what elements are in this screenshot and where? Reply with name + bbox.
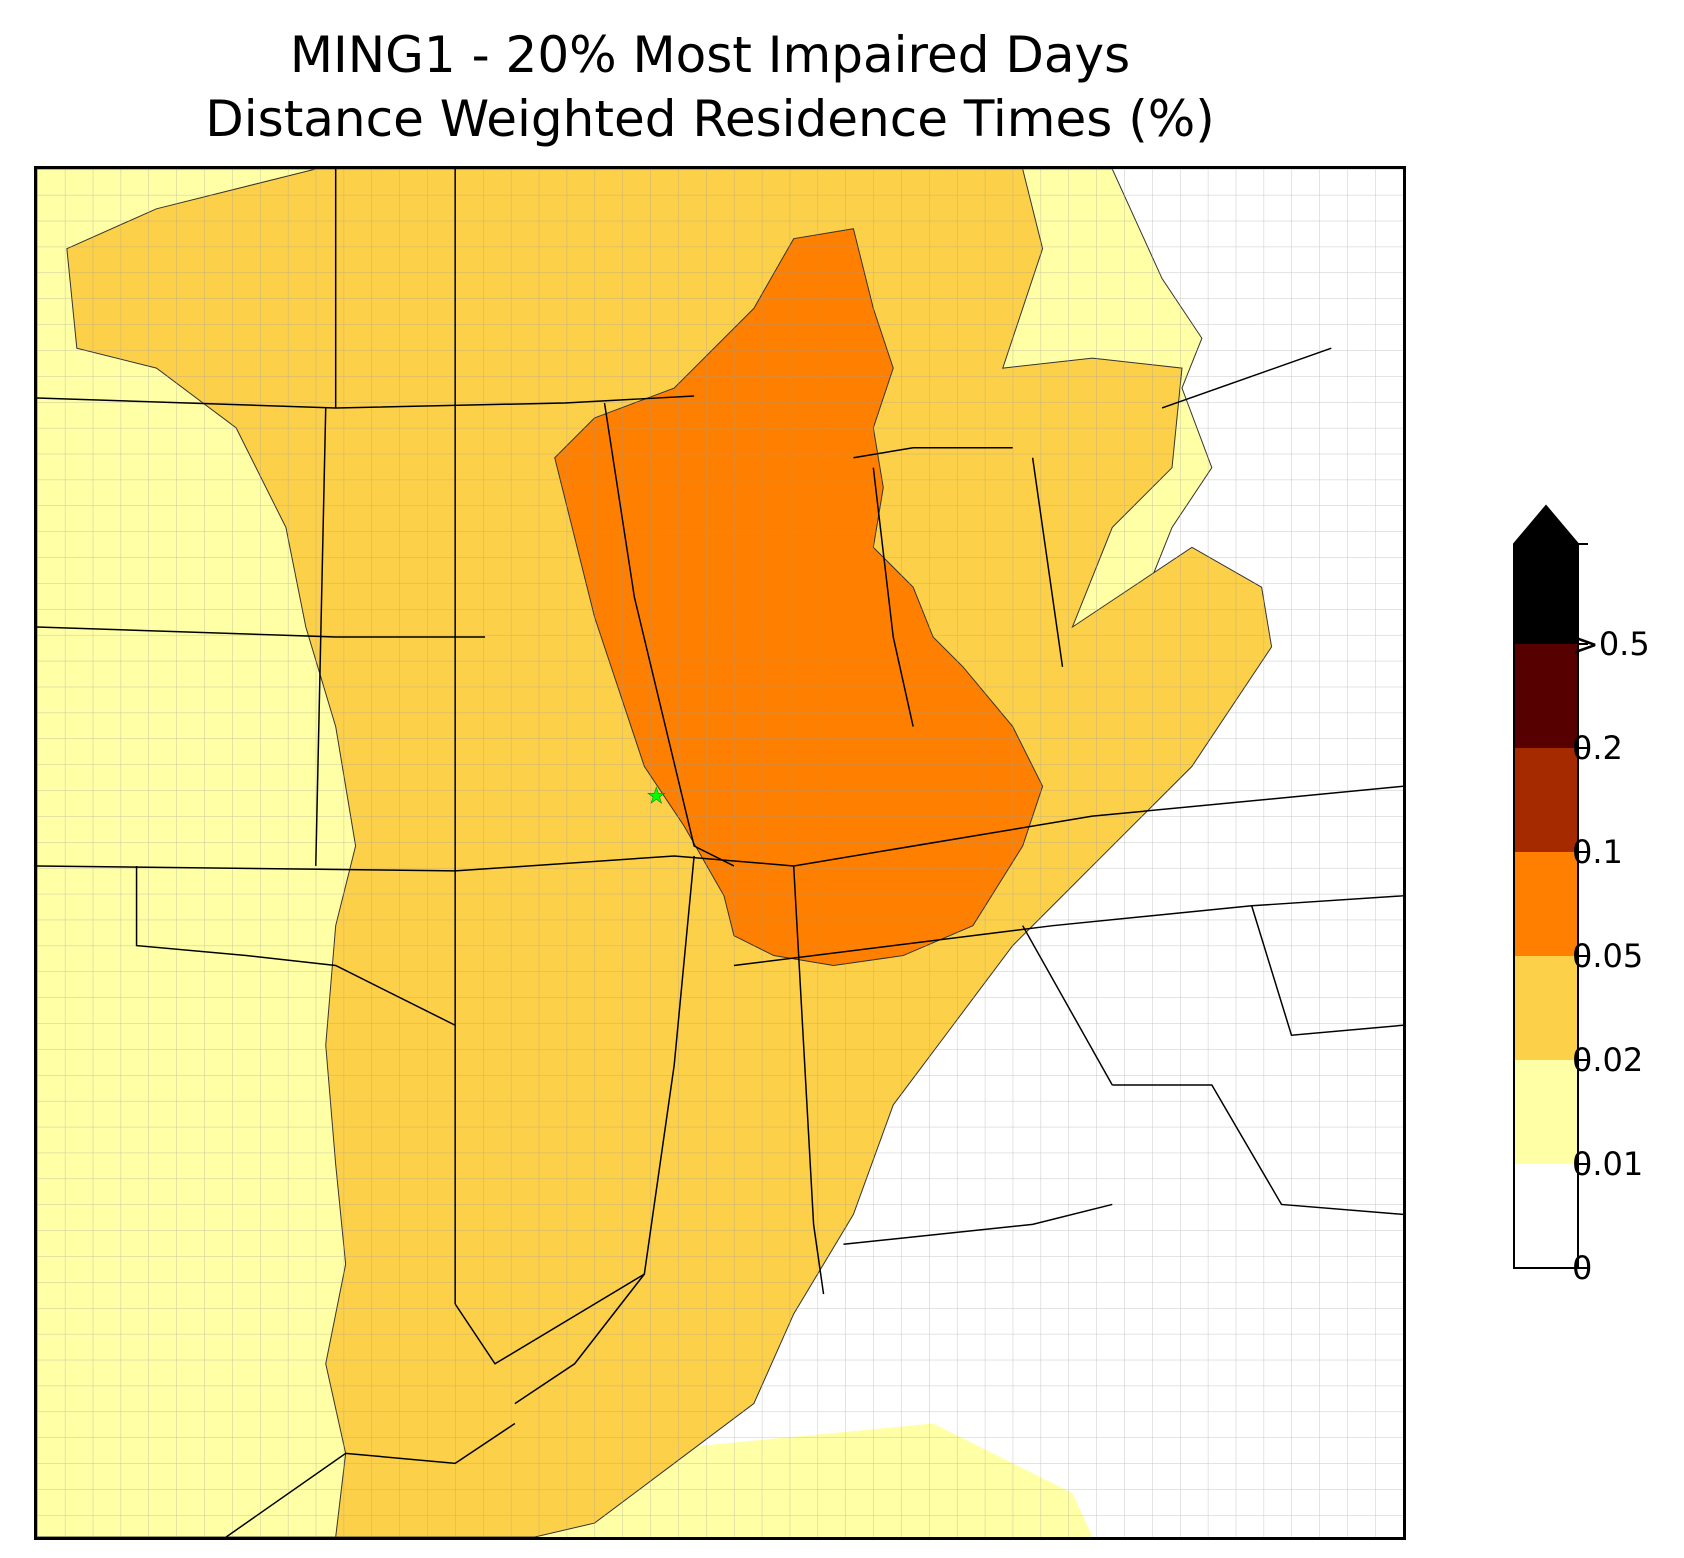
colorbar-tick-label: 0.05 [1572,937,1644,975]
colorbar-tick-label: 0.02 [1572,1041,1644,1079]
colorbar-segment-2 [1514,956,1578,1060]
colorbar-segment-4 [1514,748,1578,852]
colorbar-tick-label: 0 [1572,1249,1593,1287]
map-title-line-1: MING1 - 20% Most Impaired Days [289,26,1131,84]
site-star-icon: ★ [646,784,666,809]
colorbar-tick-label: 0.2 [1572,729,1623,767]
state-lines [37,169,1403,1537]
colorbar-segment-1 [1514,1060,1578,1164]
colorbar-tick-label: >0.5 [1572,625,1650,663]
colorbar-segment-0 [1514,1164,1578,1268]
colorbar-tick-label: 0.01 [1572,1145,1644,1183]
colorbar-outline [1513,504,1579,1269]
colorbar-segment-3 [1514,852,1578,956]
residence-time-map: ★ [37,169,1403,1537]
map-panel: ★ [34,166,1406,1540]
colorbar [1513,504,1588,1269]
county-lines [37,169,1403,1537]
colorbar-extend-arrow [1514,506,1578,644]
colorbar-segment-5 [1514,644,1578,748]
map-title-line-2: Distance Weighted Residence Times (%) [205,90,1215,148]
colorbar-tick-label: 0.1 [1572,833,1623,871]
